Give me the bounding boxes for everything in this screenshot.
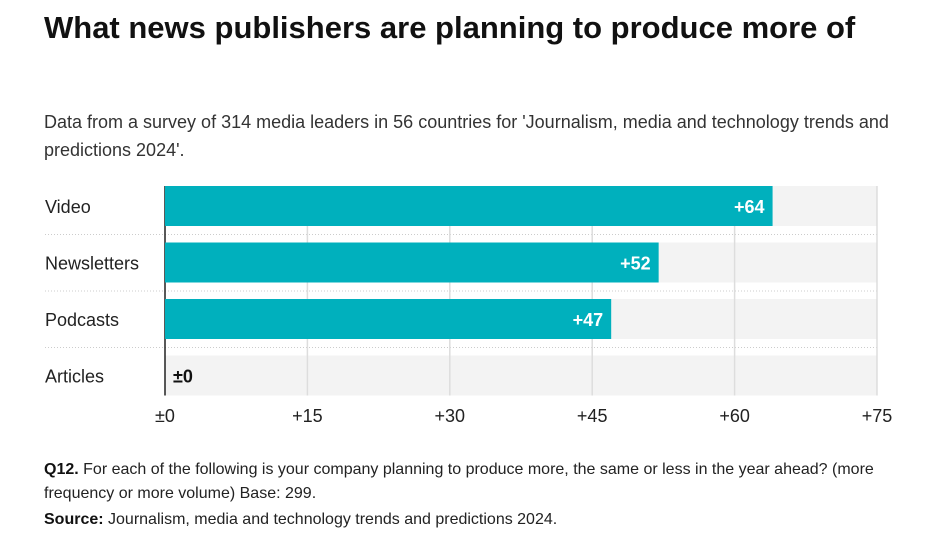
source-text: Journalism, media and technology trends …	[108, 511, 558, 528]
x-tick-label: +45	[577, 406, 608, 426]
x-tick-label: +75	[862, 406, 893, 426]
chart-footer: Q12. For each of the following is your c…	[44, 458, 904, 532]
category-label: Articles	[45, 367, 104, 387]
x-tick-label: +60	[719, 406, 750, 426]
question-label: Q12.	[44, 461, 79, 478]
bar	[165, 299, 612, 339]
data-label: ±0	[173, 367, 193, 387]
bar-track	[165, 355, 877, 396]
x-tick-label: +30	[435, 406, 466, 426]
chart-subtitle: Data from a survey of 314 media leaders …	[44, 112, 889, 160]
bar-chart: Video Newsletters Podcasts Articles +64 +52 +4…	[45, 186, 893, 426]
question-text: For each of the following is your compan…	[44, 461, 874, 502]
source-label: Source:	[44, 511, 104, 528]
chart-title: What news publishers are planning to pro…	[44, 10, 856, 45]
bar	[165, 186, 773, 226]
category-label: Video	[45, 197, 91, 217]
source-note: Source: Journalism, media and technology…	[44, 508, 904, 532]
data-label: +52	[620, 254, 651, 274]
category-label: Podcasts	[45, 310, 119, 330]
category-label: Newsletters	[45, 254, 139, 274]
x-tick-label: +15	[292, 406, 323, 426]
data-label: +64	[734, 197, 765, 217]
x-tick-label: ±0	[155, 406, 175, 426]
bar	[165, 242, 659, 283]
question-note: Q12. For each of the following is your c…	[44, 458, 904, 506]
data-label: +47	[573, 310, 604, 330]
